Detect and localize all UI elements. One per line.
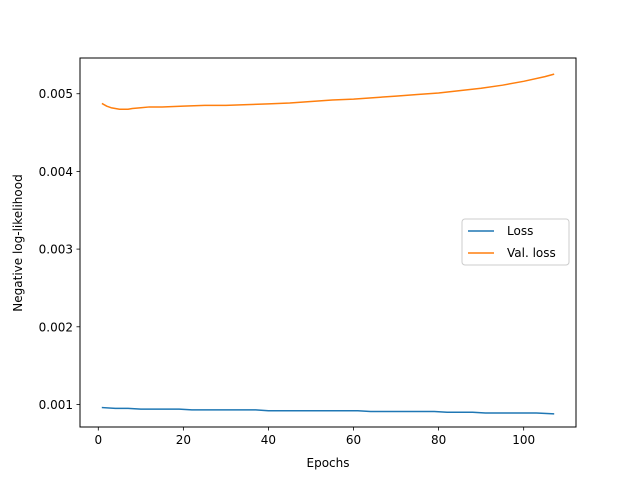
series-line-val-loss — [101, 73, 555, 111]
x-tick-label: 20 — [176, 433, 191, 447]
x-tick-label: 60 — [346, 433, 361, 447]
x-tick-label: 40 — [261, 433, 276, 447]
plot-frame — [79, 57, 577, 428]
y-axis-label: Negative log-likelihood — [11, 174, 25, 311]
legend-label-loss: Loss — [507, 224, 533, 238]
series-line-loss — [101, 406, 555, 415]
x-tick-label: 0 — [94, 433, 102, 447]
x-axis-label: Epochs — [307, 456, 350, 470]
x-tick-label: 80 — [431, 433, 446, 447]
y-tick-label: 0.004 — [39, 165, 73, 179]
legend-label-val-loss: Val. loss — [507, 246, 556, 260]
y-tick-label: 0.005 — [39, 87, 73, 101]
y-tick-label: 0.003 — [39, 243, 73, 257]
y-tick-label: 0.002 — [39, 320, 73, 334]
y-tick-label: 0.001 — [39, 398, 73, 412]
legend: Loss Val. loss — [461, 218, 570, 266]
x-tick-label: 100 — [512, 433, 535, 447]
